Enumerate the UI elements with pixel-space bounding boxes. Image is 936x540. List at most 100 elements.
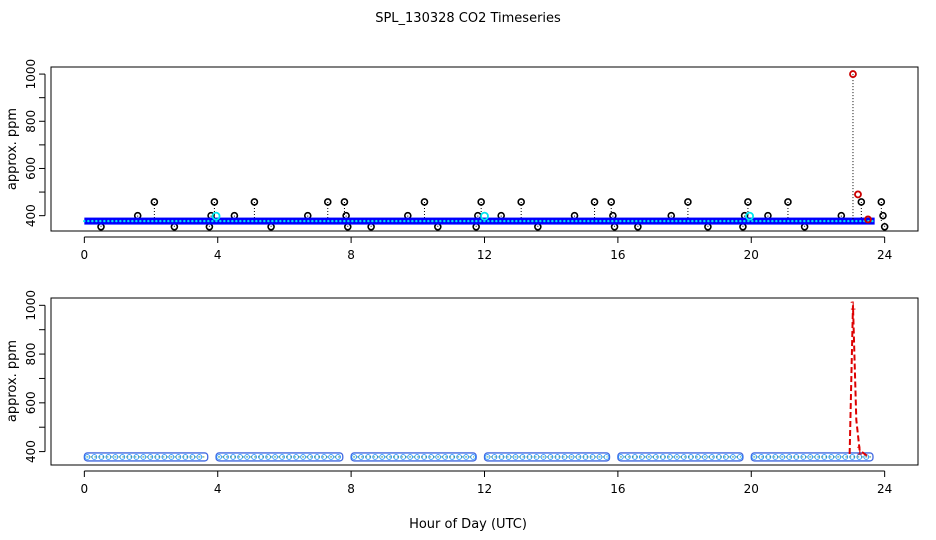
top-baseline-point: [747, 219, 750, 223]
bottom-x-tick-label: 12: [477, 482, 492, 496]
top-baseline-point: [551, 219, 554, 223]
top-baseline-point: [871, 219, 874, 223]
bottom-y-tick-label: 1000: [24, 290, 38, 321]
top-baseline-point: [339, 219, 342, 223]
top-baseline-point: [351, 219, 354, 223]
top-baseline-point: [395, 219, 398, 223]
top-baseline-point: [283, 219, 286, 223]
top-outlier-point: [857, 198, 866, 206]
top-baseline-point: [807, 219, 810, 223]
bottom-point: [407, 454, 413, 460]
top-baseline-point: [435, 219, 438, 223]
top-baseline-point: [123, 219, 126, 223]
top-baseline-point: [127, 219, 130, 223]
top-baseline-point: [255, 219, 258, 223]
top-baseline-point: [159, 219, 162, 223]
top-baseline-point: [707, 219, 710, 223]
top-baseline-point: [195, 219, 198, 223]
top-x-tick-label: 12: [477, 248, 492, 262]
top-baseline-point: [331, 219, 334, 223]
top-baseline-point: [671, 219, 674, 223]
top-baseline-point: [715, 219, 718, 223]
top-baseline-point: [611, 219, 614, 223]
top-baseline-point: [447, 219, 450, 223]
bottom-x-tick-label: 24: [877, 482, 892, 496]
top-x-tick-label: 16: [610, 248, 625, 262]
x-axis-label: Hour of Day (UTC): [409, 517, 527, 532]
top-series: [83, 70, 889, 231]
top-baseline-point: [563, 219, 566, 223]
bottom-point: [196, 454, 203, 460]
top-baseline-point: [407, 219, 410, 223]
top-baseline-point: [599, 219, 602, 223]
bottom-point: [244, 454, 250, 460]
top-baseline-point: [499, 219, 502, 223]
top-baseline-point: [475, 219, 478, 223]
top-outlier-point: [420, 198, 429, 206]
top-baseline-point: [151, 219, 154, 223]
top-baseline-point: [451, 219, 454, 223]
top-baseline-point: [839, 219, 842, 223]
top-baseline-point: [227, 219, 230, 223]
top-baseline-point: [731, 219, 734, 223]
top-baseline-point: [831, 219, 834, 223]
top-baseline-point: [719, 219, 722, 223]
top-baseline-point: [579, 219, 582, 223]
top-baseline-point: [167, 219, 170, 223]
top-baseline-point: [131, 219, 134, 223]
top-y-tick-label: 600: [24, 157, 38, 180]
bottom-point: [463, 454, 469, 460]
top-baseline-point: [187, 219, 190, 223]
bottom-point: [568, 454, 575, 460]
top-baseline-point: [627, 219, 630, 223]
top-baseline-point: [375, 219, 378, 223]
top-baseline-point: [235, 219, 238, 223]
top-baseline-point: [543, 219, 546, 223]
top-baseline-point: [191, 219, 194, 223]
top-outlier-point: [684, 198, 692, 206]
top-baseline-point: [95, 219, 98, 223]
top-baseline-point: [739, 219, 742, 223]
top-x-tick-label: 20: [744, 248, 759, 262]
top-baseline-point: [587, 219, 590, 223]
bottom-point: [835, 454, 842, 460]
top-outlier-point: [250, 198, 259, 206]
top-baseline-point: [847, 219, 850, 223]
top-baseline-point: [275, 219, 278, 223]
top-baseline-point: [135, 219, 138, 223]
bottom-point: [351, 454, 357, 460]
top-y-tick-label: 400: [24, 204, 38, 227]
top-baseline-point: [175, 219, 178, 223]
bottom-x-tick-label: 8: [347, 482, 355, 496]
top-baseline-point: [367, 219, 370, 223]
top-baseline-point: [163, 219, 166, 223]
bottom-point: [779, 454, 786, 460]
top-baseline-point: [479, 219, 482, 223]
top-baseline-point: [471, 219, 474, 223]
top-x-tick-label: 4: [214, 248, 222, 262]
top-baseline-point: [383, 219, 386, 223]
top-baseline-point: [559, 219, 562, 223]
bottom-spike-line: [848, 305, 869, 458]
top-baseline-point: [415, 219, 418, 223]
top-baseline-point: [607, 219, 610, 223]
bottom-point: [596, 454, 603, 460]
top-outlier-point: [323, 198, 332, 206]
bottom-point: [84, 454, 91, 460]
top-baseline-point: [635, 219, 638, 223]
bottom-spike-label: 1: [849, 299, 856, 312]
top-baseline-point: [495, 219, 498, 223]
top-baseline-point: [603, 219, 606, 223]
bottom-x-tick-label: 16: [610, 482, 625, 496]
top-baseline-point: [515, 219, 518, 223]
top-outlier-point: [210, 198, 219, 206]
top-outlier-point: [879, 211, 887, 220]
top-red-point: [854, 190, 862, 199]
top-baseline-point: [523, 219, 526, 223]
bottom-point: [730, 454, 736, 460]
bottom-point: [112, 454, 119, 460]
top-baseline-point: [859, 219, 862, 223]
top-baseline-point: [459, 219, 462, 223]
top-baseline-point: [643, 219, 646, 223]
